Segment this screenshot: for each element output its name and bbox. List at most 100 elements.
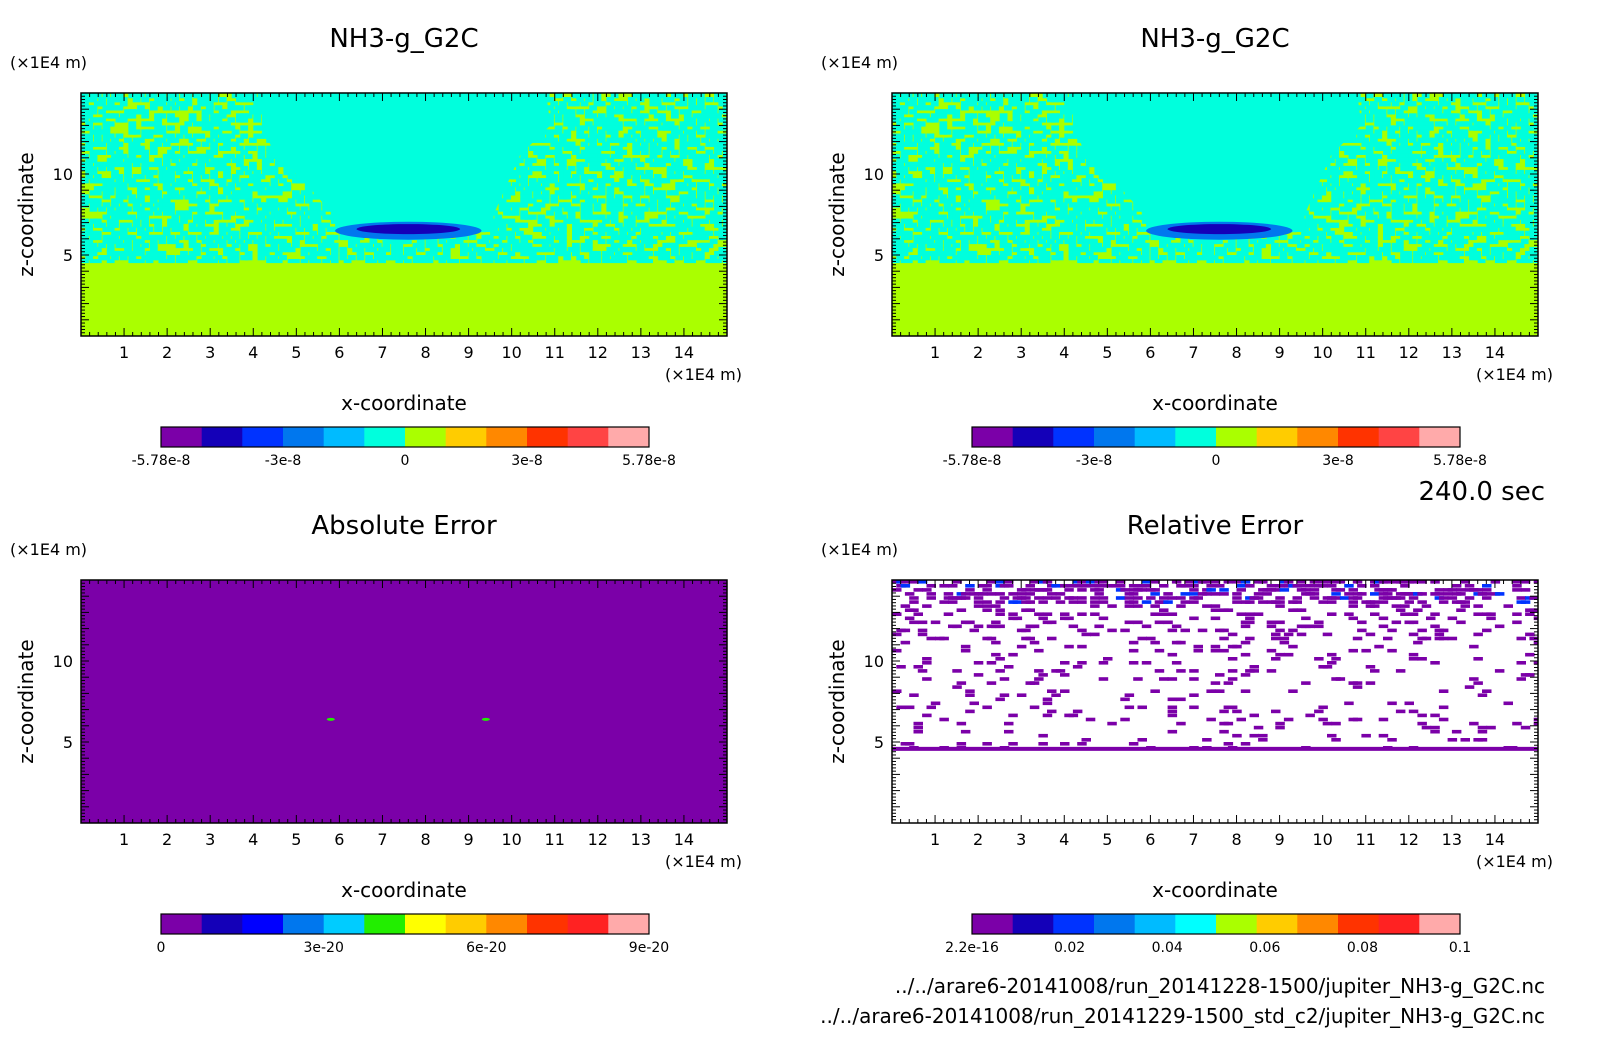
field-cell (1016, 121, 1025, 127)
field-cell (589, 190, 597, 196)
field-cell (184, 161, 193, 168)
field-cell (679, 165, 688, 172)
field-cell (1051, 133, 1060, 139)
field-cell (658, 190, 666, 196)
field-cell (274, 238, 283, 245)
field-cell (205, 149, 214, 155)
field-cell (154, 161, 162, 168)
field-cell (602, 117, 610, 123)
field-cell (1357, 105, 1365, 111)
field-cell (1533, 121, 1538, 127)
field-cell (416, 246, 425, 253)
field-cell (615, 145, 623, 151)
field-cell (666, 218, 675, 224)
field-cell (180, 125, 188, 131)
field-cell (330, 259, 339, 265)
field-cell (498, 222, 507, 228)
field-cell (909, 129, 917, 135)
field-cell (85, 97, 94, 103)
field-cell (584, 206, 593, 212)
field-cell (145, 210, 154, 216)
field-cell (180, 165, 188, 172)
field-cell (999, 117, 1008, 123)
field-cell (162, 169, 171, 176)
field-cell (201, 97, 210, 103)
field-cell (425, 259, 434, 265)
field-cell (567, 214, 576, 220)
field-cell (253, 101, 262, 107)
field-cell (188, 226, 197, 232)
colorbar-label: 0 (401, 453, 410, 469)
field-cell (1387, 133, 1396, 139)
field-cell (171, 105, 180, 111)
field-cell (378, 246, 386, 253)
field-cell (554, 149, 563, 155)
x-tick-label: 8 (420, 343, 430, 362)
field-cell (270, 206, 279, 212)
field-cell (606, 105, 615, 111)
field-cell (1447, 145, 1456, 151)
field-cell (1404, 161, 1413, 168)
field-cell (300, 222, 309, 228)
field-cell (696, 113, 705, 119)
field-cell (576, 161, 585, 168)
field-cell (632, 125, 641, 131)
field-cell (115, 117, 124, 123)
field-cell (1451, 93, 1460, 99)
field-cell (692, 210, 701, 216)
field-cell (330, 250, 339, 257)
field-cell (615, 206, 623, 212)
field-cell (257, 145, 266, 151)
field-cell (1038, 133, 1047, 139)
field-cell (85, 133, 94, 139)
field-cell (257, 125, 266, 131)
field-cell (231, 198, 240, 204)
field-cell (1400, 157, 1408, 164)
field-cell (675, 169, 684, 176)
field-cell (223, 202, 231, 208)
colorbar-label: 5.78e-8 (622, 453, 676, 469)
field-cell (261, 161, 270, 168)
field-cell (261, 157, 270, 164)
field-cell (1038, 141, 1047, 147)
field-cell (326, 255, 335, 261)
field-cell (1081, 153, 1090, 160)
x-tick-label: 11 (545, 343, 565, 362)
field-cell (124, 109, 132, 115)
field-cell (1477, 133, 1486, 139)
field-cell (1077, 169, 1085, 176)
field-cell (623, 218, 632, 224)
field-cell (554, 230, 563, 236)
field-cell (1068, 101, 1077, 107)
field-cell (106, 206, 115, 212)
field-cell (550, 242, 559, 249)
field-cell (559, 234, 567, 241)
field-cell (1482, 165, 1490, 172)
field-cell (132, 198, 141, 204)
field-cell (1507, 117, 1516, 123)
field-cell (1477, 137, 1486, 143)
field-cell (205, 161, 214, 168)
field-cell (283, 226, 292, 232)
field-cell (1494, 149, 1503, 155)
field-cell (85, 161, 94, 168)
field-cell (580, 141, 589, 147)
field-cell (89, 246, 98, 253)
field-cell (132, 206, 141, 212)
field-cell (223, 169, 231, 176)
field-cell (154, 121, 162, 127)
field-cell (257, 97, 266, 103)
field-cell (485, 250, 494, 257)
field-cell (93, 149, 102, 155)
field-cell (722, 230, 727, 236)
field-cell (348, 238, 356, 245)
x-tick-label: 5 (291, 343, 301, 362)
field-cell (171, 222, 180, 228)
field-cell (1525, 157, 1533, 164)
field-cell (1331, 153, 1340, 160)
field-cell (1012, 113, 1021, 119)
field-cell (352, 246, 361, 253)
field-cell (261, 202, 270, 208)
field-cell (197, 133, 206, 139)
field-cell (1413, 117, 1421, 123)
